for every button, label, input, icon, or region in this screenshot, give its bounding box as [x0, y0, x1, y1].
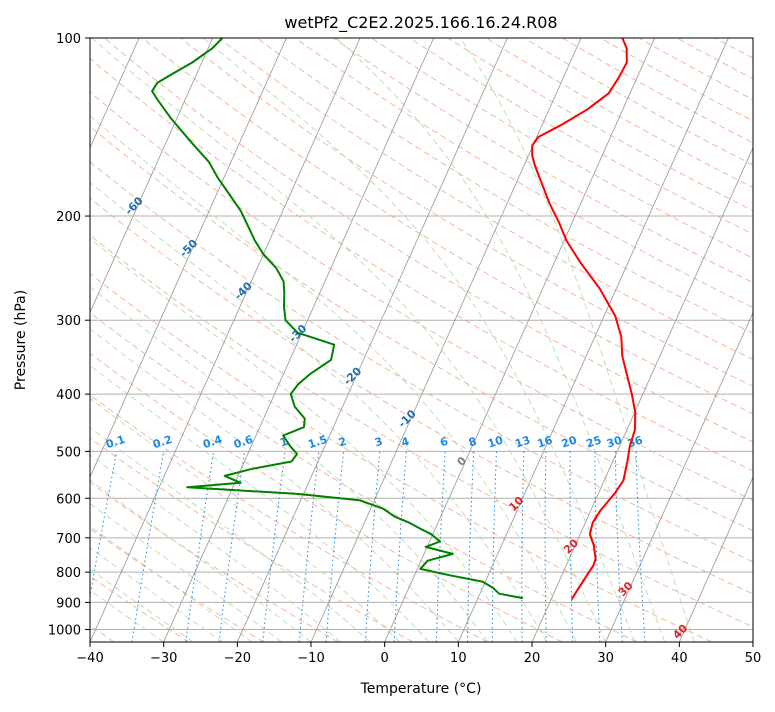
y-tick-label: 500 [56, 445, 81, 460]
y-tick-label: 600 [56, 492, 81, 507]
y-tick-label: 100 [56, 32, 81, 47]
y-tick-label: 900 [56, 596, 81, 611]
x-tick-label: 50 [745, 651, 762, 666]
chart-title: wetPf2_C2E2.2025.166.16.24.R08 [284, 13, 557, 33]
y-tick-label: 1000 [48, 623, 81, 638]
x-tick-label: −40 [76, 651, 103, 666]
x-tick-label: −30 [150, 651, 177, 666]
x-tick-label: 20 [524, 651, 541, 666]
y-axis-label: Pressure (hPa) [13, 290, 29, 390]
y-tick-label: 400 [56, 388, 81, 403]
x-tick-label: 30 [597, 651, 614, 666]
y-tick-label: 300 [56, 314, 81, 329]
x-tick-label: −10 [297, 651, 324, 666]
x-axis-label: Temperature (°C) [360, 681, 482, 697]
y-tick-label: 800 [56, 566, 81, 581]
x-tick-label: 10 [450, 651, 467, 666]
x-tick-label: −20 [224, 651, 251, 666]
y-tick-label: 700 [56, 532, 81, 547]
y-tick-label: 200 [56, 210, 81, 225]
x-tick-label: 0 [381, 651, 389, 666]
x-tick-label: 40 [671, 651, 688, 666]
